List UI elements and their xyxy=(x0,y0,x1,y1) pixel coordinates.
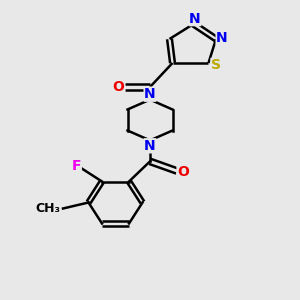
Text: N: N xyxy=(216,31,228,44)
Text: N: N xyxy=(144,87,156,101)
Text: O: O xyxy=(112,80,124,94)
Text: N: N xyxy=(144,139,156,153)
Text: S: S xyxy=(211,58,221,72)
Text: N: N xyxy=(189,12,201,26)
Text: F: F xyxy=(72,160,81,173)
Text: CH₃: CH₃ xyxy=(35,202,60,215)
Text: O: O xyxy=(177,166,189,179)
